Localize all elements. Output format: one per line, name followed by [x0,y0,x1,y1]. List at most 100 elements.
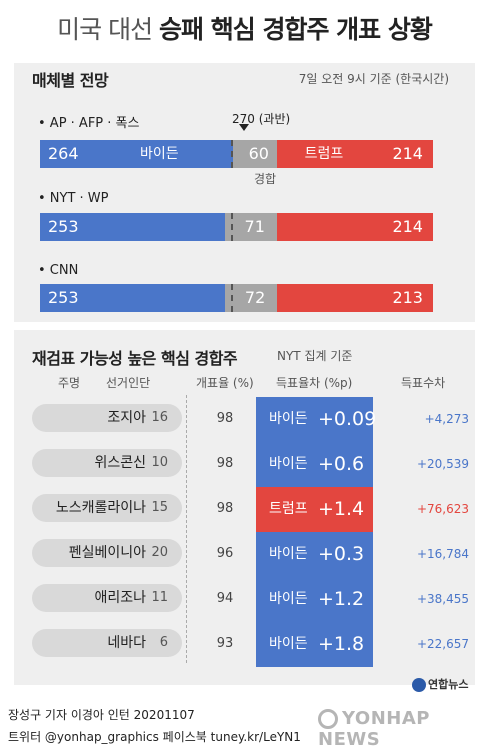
count-rate: 98 [216,501,234,516]
trump-margin-cell: 트럼프 +1.4 [256,487,373,532]
margin-value: +0.6 [318,453,365,475]
outlet-label-nyt: • NYT · WP [38,191,109,206]
contested-note: NYT 집계 기준 [277,349,353,363]
majority-line [231,140,234,168]
biden-margin-cell: 바이든 +0.3 [256,532,373,577]
count-rate: 96 [216,546,234,561]
header-votes: 득표수차 [401,376,446,390]
leading-candidate: 트럼프 [269,501,308,517]
leading-candidate: 바이든 [269,591,308,607]
contested-segment: 60 [232,140,277,168]
projections-panel [14,63,475,322]
count-rate: 93 [216,636,234,651]
biden-label: 바이든 [140,146,179,162]
yonhap-news-watermark: YONHAP NEWS [318,708,489,750]
state-name: 조지아 [107,410,146,426]
state-pill: 애리조나 11 [32,584,182,612]
state-pill: 네바다 6 [32,629,182,657]
biden-segment: 253 [40,284,225,312]
margin-value: +1.8 [318,633,365,655]
leading-candidate: 바이든 [269,411,308,427]
column-divider [186,395,187,663]
projections-note: 7일 오전 9시 기준 (한국시간) [298,72,449,86]
biden-margin-cell: 바이든 +1.2 [256,577,373,622]
trump-segment: 213 [277,284,433,312]
contested-segment: 72 [224,284,278,312]
contested-value: 71 [244,217,265,236]
contested-heading: 재검표 가능성 높은 핵심 경합주 [32,349,238,368]
contested-value: 72 [244,288,266,307]
state-electors: 10 [151,455,168,470]
state-electors: 20 [151,545,168,560]
biden-margin-cell: 바이든 +0.6 [256,442,373,487]
yonhap-news-text: YONHAP NEWS [318,708,430,750]
outlet-label-ap: • AP · AFP · 폭스 [38,116,140,131]
majority-line [231,284,234,312]
state-pill: 조지아 16 [32,404,182,432]
trump-value: 214 [392,144,423,163]
trump-segment: 214 트럼프 [276,140,433,168]
credit-line: 장성구 기자 이경아 인턴 20201107 [8,708,195,722]
state-pill: 노스캐롤라이나 15 [32,494,182,522]
yonhap-logo-small: 연합뉴스 [412,676,468,692]
state-electors: 16 [151,410,168,425]
title-bold: 승패 핵심 경합주 개표 상황 [159,15,433,44]
state-name: 애리조나 [94,590,146,606]
state-electors: 11 [151,590,168,605]
state-name: 위스콘신 [94,455,146,471]
biden-value: 264 [48,144,79,163]
header-electors: 선거인단 [106,376,151,390]
header-state: 주명 [58,376,81,390]
vote-difference: +38,455 [416,592,469,606]
biden-value: 253 [48,217,79,236]
trump-value: 214 [392,217,423,236]
page-title: 미국 대선 승패 핵심 경합주 개표 상황 [0,10,489,46]
margin-value: +0.3 [318,543,365,565]
title-light: 미국 대선 [57,15,153,44]
contested-label: 경합 [254,172,277,186]
biden-value: 253 [48,288,79,307]
outlet-label-cnn: • CNN [38,263,79,278]
state-pill: 펜실베이니아 20 [32,539,182,567]
trump-segment: 214 [276,213,433,241]
yonhap-logo-icon [412,678,426,692]
margin-value: +1.2 [318,588,365,610]
header-margin: 득표율차 (%p) [276,376,353,390]
count-rate: 98 [216,456,234,471]
vote-difference: +76,623 [416,502,469,516]
leading-candidate: 바이든 [269,456,308,472]
state-name: 노스캐롤라이나 [55,500,146,516]
state-name: 네바다 [107,635,146,651]
count-rate: 98 [216,411,234,426]
vote-difference: +4,273 [424,412,469,426]
state-pill: 위스콘신 10 [32,449,182,477]
projection-bar: 264 바이든 60 214 트럼프 [40,140,433,168]
leading-candidate: 바이든 [269,636,308,652]
leading-candidate: 바이든 [269,546,308,562]
count-rate: 94 [216,591,234,606]
majority-line [231,213,234,241]
contested-segment: 71 [224,213,277,241]
margin-value: +1.4 [318,498,365,520]
header-rate: 개표율 (%) [196,376,254,390]
biden-margin-cell: 바이든 +0.09 [256,397,377,442]
biden-segment: 264 바이든 [40,140,233,168]
vote-difference: +20,539 [416,457,469,471]
yonhap-logo-text: 연합뉴스 [428,678,469,691]
contested-value: 60 [248,144,269,163]
state-electors: 15 [151,500,168,515]
vote-difference: +16,784 [416,547,469,561]
projection-bar: 253 71 214 [40,213,433,241]
projection-bar: 253 72 213 [40,284,433,312]
threshold-arrow-icon [239,124,249,131]
trump-value: 213 [392,288,423,307]
state-electors: 6 [159,635,168,650]
social-line: 트위터 @yonhap_graphics 페이스북 tuney.kr/LeYN1 [8,730,301,744]
yonhap-ring-icon [318,709,338,729]
trump-label: 트럼프 [304,146,344,162]
state-name: 펜실베이니아 [68,545,146,561]
biden-segment: 253 [40,213,225,241]
margin-value: +0.09 [318,408,377,430]
biden-margin-cell: 바이든 +1.8 [256,622,373,667]
projections-heading: 매체별 전망 [32,71,109,90]
